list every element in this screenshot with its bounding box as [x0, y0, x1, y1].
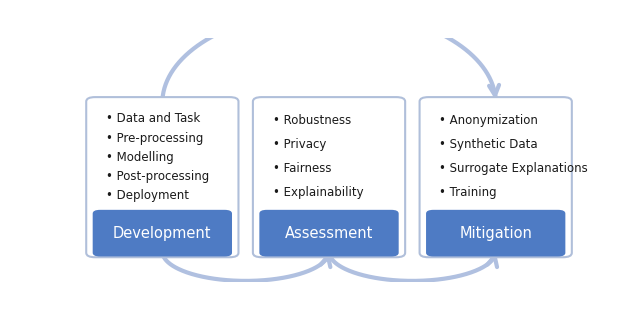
- Text: • Training: • Training: [440, 186, 497, 199]
- Text: • Deployment: • Deployment: [106, 189, 189, 202]
- Text: Assessment: Assessment: [285, 226, 373, 241]
- FancyBboxPatch shape: [92, 210, 232, 256]
- Text: • Post-processing: • Post-processing: [106, 170, 209, 183]
- FancyBboxPatch shape: [426, 210, 566, 256]
- Text: • Robustness: • Robustness: [273, 114, 351, 127]
- Text: • Surrogate Explanations: • Surrogate Explanations: [440, 162, 588, 175]
- Text: • Privacy: • Privacy: [273, 139, 326, 152]
- Text: • Pre-processing: • Pre-processing: [106, 132, 204, 145]
- Text: • Modelling: • Modelling: [106, 151, 174, 164]
- Text: Mitigation: Mitigation: [459, 226, 532, 241]
- FancyBboxPatch shape: [86, 97, 238, 257]
- Text: Development: Development: [113, 226, 212, 241]
- Text: • Explainability: • Explainability: [273, 186, 363, 199]
- FancyBboxPatch shape: [253, 97, 405, 257]
- Text: • Synthetic Data: • Synthetic Data: [440, 139, 538, 152]
- FancyBboxPatch shape: [420, 97, 572, 257]
- Text: • Fairness: • Fairness: [273, 162, 331, 175]
- FancyBboxPatch shape: [259, 210, 399, 256]
- Text: • Data and Task: • Data and Task: [106, 113, 200, 126]
- Text: • Anonymization: • Anonymization: [440, 114, 539, 127]
